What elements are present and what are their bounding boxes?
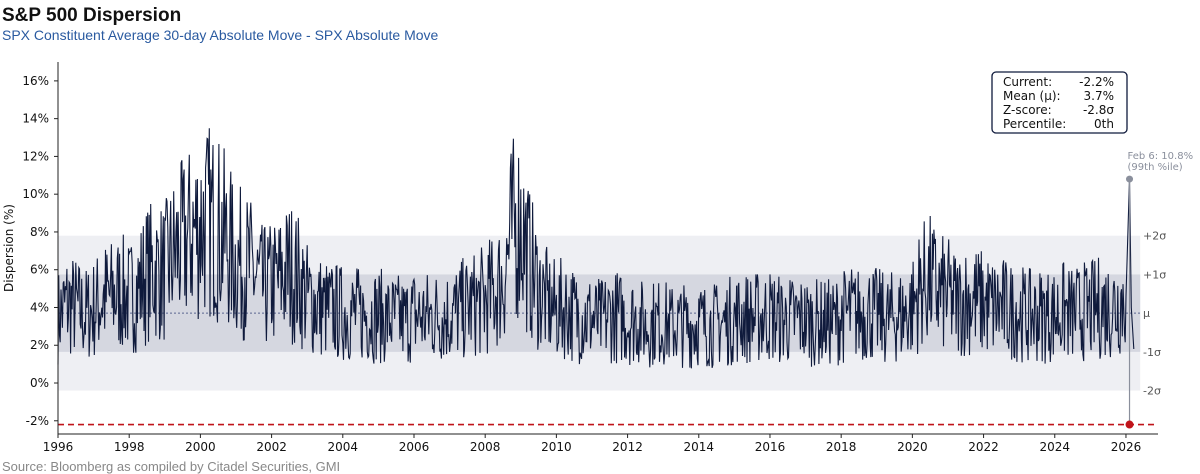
x-tick-label: 2016 (755, 440, 786, 454)
x-tick-label: 2004 (328, 440, 359, 454)
stat-mean-value: 3.7% (1084, 89, 1115, 103)
x-tick-label: 2022 (968, 440, 999, 454)
x-tick-label: 2020 (897, 440, 928, 454)
series-line (57, 128, 1135, 369)
y-tick-label: 4% (30, 300, 49, 314)
chart-subtitle: SPX Constituent Average 30-day Absolute … (2, 27, 439, 43)
y-axis-label: Dispersion (%) (2, 204, 16, 292)
x-tick-label: 2014 (684, 440, 715, 454)
x-tick-label: 2008 (470, 440, 501, 454)
stat-percentile-label: Percentile: (1003, 117, 1066, 131)
sigma-label: -1σ (1143, 346, 1161, 359)
sigma-label: +1σ (1143, 268, 1166, 281)
sigma-label: -2σ (1143, 385, 1161, 398)
x-tick-label: 1998 (114, 440, 145, 454)
stats-box-frame (991, 71, 1128, 134)
stat-percentile-value: 0th (1094, 117, 1114, 131)
peak-marker (1126, 175, 1134, 183)
x-tick-label: 2000 (185, 440, 216, 454)
sigma-label: +2σ (1143, 230, 1166, 243)
axes-layer: +2σ +1σ μ -1σ -2σ -2% 0% 2% 4% 6% 8% 10% 12% 14% 16% 19… (22, 62, 1166, 454)
sigma-label: μ (1143, 307, 1150, 320)
stat-zscore-label: Z-score: (1003, 103, 1052, 117)
y-tick-label: 8% (30, 225, 49, 239)
x-tick-label: 2010 (541, 440, 572, 454)
y-tick-label: -2% (26, 414, 49, 428)
x-tick-label: 1996 (43, 440, 74, 454)
stat-mean-label: Mean (μ): (1003, 89, 1061, 103)
x-tick-label: 2012 (612, 440, 643, 454)
x-tick-label: 2018 (826, 440, 857, 454)
source-note: Source: Bloomberg as compiled by Citadel… (2, 459, 341, 474)
x-tick-label: 2002 (256, 440, 287, 454)
y-tick-label: 16% (22, 74, 49, 88)
x-tick-label: 2024 (1039, 440, 1070, 454)
y-tick-label: 6% (30, 263, 49, 277)
stat-current-value: -2.2% (1079, 75, 1114, 89)
stat-zscore-value: -2.8σ (1083, 103, 1114, 117)
y-tick-label: 12% (22, 149, 49, 163)
y-tick-label: 2% (30, 338, 49, 352)
x-tick-label: 2006 (399, 440, 430, 454)
chart-title: S&P 500 Dispersion (2, 5, 182, 26)
current-marker (1125, 420, 1134, 429)
x-tick-label: 2026 (1111, 440, 1142, 454)
peak-annotation-percentile: (99th %ile) (1128, 162, 1183, 173)
y-tick-label: 0% (30, 376, 49, 390)
y-tick-label: 10% (22, 187, 49, 201)
stat-current-label: Current: (1003, 75, 1052, 89)
series-layer (57, 128, 1135, 369)
peak-annotation-date: Feb 6: 10.8% (1128, 151, 1194, 162)
stats-box: Current: -2.2% Mean (μ): 3.7% Z-score: -… (991, 71, 1128, 134)
y-tick-label: 14% (22, 112, 49, 126)
